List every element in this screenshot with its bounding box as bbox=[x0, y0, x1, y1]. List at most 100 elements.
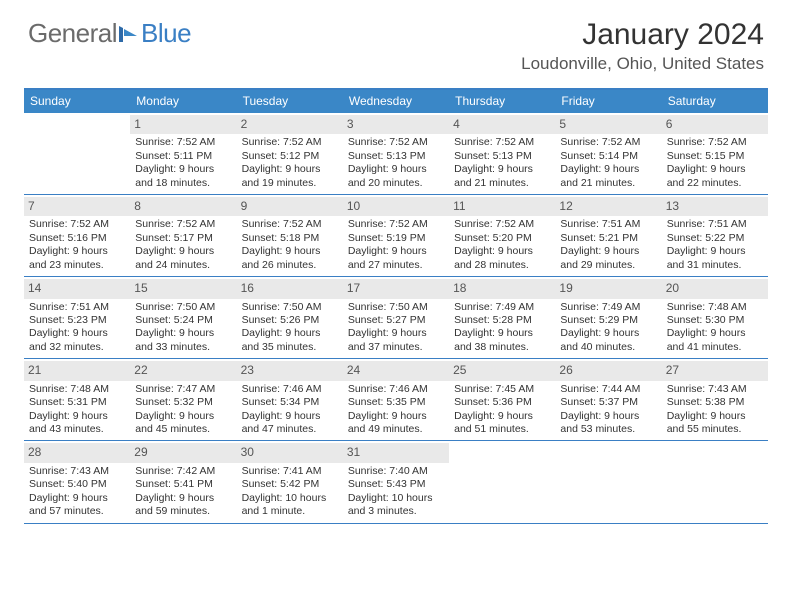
sunset-line: Sunset: 5:32 PM bbox=[135, 396, 232, 409]
weekday-friday: Friday bbox=[555, 90, 661, 113]
day-cell bbox=[24, 113, 130, 194]
weekday-sunday: Sunday bbox=[24, 90, 130, 113]
day-number: 2 bbox=[237, 115, 343, 134]
daylight-line: Daylight: 9 hours and 43 minutes. bbox=[29, 410, 126, 437]
day-number: 3 bbox=[343, 115, 449, 134]
daylight-line: Daylight: 9 hours and 19 minutes. bbox=[242, 163, 339, 190]
day-cell: 21Sunrise: 7:48 AMSunset: 5:31 PMDayligh… bbox=[24, 359, 130, 440]
day-number: 8 bbox=[130, 197, 236, 216]
sunset-line: Sunset: 5:36 PM bbox=[454, 396, 551, 409]
daylight-line: Daylight: 10 hours and 3 minutes. bbox=[348, 492, 445, 519]
week-row: 7Sunrise: 7:52 AMSunset: 5:16 PMDaylight… bbox=[24, 195, 768, 277]
day-number: 1 bbox=[130, 115, 236, 134]
daylight-line: Daylight: 10 hours and 1 minute. bbox=[242, 492, 339, 519]
day-number bbox=[662, 443, 768, 462]
day-number: 17 bbox=[343, 279, 449, 298]
weeks-container: 1Sunrise: 7:52 AMSunset: 5:11 PMDaylight… bbox=[24, 113, 768, 524]
sunrise-line: Sunrise: 7:47 AM bbox=[135, 383, 232, 396]
day-number: 5 bbox=[555, 115, 661, 134]
sunset-line: Sunset: 5:22 PM bbox=[667, 232, 764, 245]
sunrise-line: Sunrise: 7:49 AM bbox=[454, 301, 551, 314]
weekday-tuesday: Tuesday bbox=[237, 90, 343, 113]
sunrise-line: Sunrise: 7:48 AM bbox=[29, 383, 126, 396]
daylight-line: Daylight: 9 hours and 40 minutes. bbox=[560, 327, 657, 354]
weekday-saturday: Saturday bbox=[662, 90, 768, 113]
page-header: General Blue January 2024 Loudonville, O… bbox=[0, 0, 792, 80]
daylight-line: Daylight: 9 hours and 21 minutes. bbox=[454, 163, 551, 190]
day-cell bbox=[555, 441, 661, 522]
weekday-wednesday: Wednesday bbox=[343, 90, 449, 113]
day-number: 14 bbox=[24, 279, 130, 298]
day-number: 10 bbox=[343, 197, 449, 216]
daylight-line: Daylight: 9 hours and 31 minutes. bbox=[667, 245, 764, 272]
day-cell: 12Sunrise: 7:51 AMSunset: 5:21 PMDayligh… bbox=[555, 195, 661, 276]
daylight-line: Daylight: 9 hours and 59 minutes. bbox=[135, 492, 232, 519]
daylight-line: Daylight: 9 hours and 47 minutes. bbox=[242, 410, 339, 437]
calendar-grid: SundayMondayTuesdayWednesdayThursdayFrid… bbox=[24, 88, 768, 524]
daylight-line: Daylight: 9 hours and 49 minutes. bbox=[348, 410, 445, 437]
sunrise-line: Sunrise: 7:51 AM bbox=[29, 301, 126, 314]
day-number: 16 bbox=[237, 279, 343, 298]
day-cell: 2Sunrise: 7:52 AMSunset: 5:12 PMDaylight… bbox=[237, 113, 343, 194]
daylight-line: Daylight: 9 hours and 57 minutes. bbox=[29, 492, 126, 519]
daylight-line: Daylight: 9 hours and 38 minutes. bbox=[454, 327, 551, 354]
brand-part2: Blue bbox=[141, 18, 191, 49]
title-block: January 2024 Loudonville, Ohio, United S… bbox=[521, 18, 764, 74]
sunrise-line: Sunrise: 7:43 AM bbox=[667, 383, 764, 396]
sunset-line: Sunset: 5:13 PM bbox=[348, 150, 445, 163]
sunset-line: Sunset: 5:13 PM bbox=[454, 150, 551, 163]
sunrise-line: Sunrise: 7:50 AM bbox=[348, 301, 445, 314]
day-number: 4 bbox=[449, 115, 555, 134]
location-label: Loudonville, Ohio, United States bbox=[521, 54, 764, 74]
sunrise-line: Sunrise: 7:46 AM bbox=[242, 383, 339, 396]
day-cell: 27Sunrise: 7:43 AMSunset: 5:38 PMDayligh… bbox=[662, 359, 768, 440]
sunset-line: Sunset: 5:26 PM bbox=[242, 314, 339, 327]
daylight-line: Daylight: 9 hours and 27 minutes. bbox=[348, 245, 445, 272]
sunset-line: Sunset: 5:23 PM bbox=[29, 314, 126, 327]
sunset-line: Sunset: 5:34 PM bbox=[242, 396, 339, 409]
sunrise-line: Sunrise: 7:51 AM bbox=[560, 218, 657, 231]
day-cell: 5Sunrise: 7:52 AMSunset: 5:14 PMDaylight… bbox=[555, 113, 661, 194]
sunrise-line: Sunrise: 7:52 AM bbox=[348, 136, 445, 149]
day-cell: 26Sunrise: 7:44 AMSunset: 5:37 PMDayligh… bbox=[555, 359, 661, 440]
sunrise-line: Sunrise: 7:52 AM bbox=[454, 136, 551, 149]
day-cell: 19Sunrise: 7:49 AMSunset: 5:29 PMDayligh… bbox=[555, 277, 661, 358]
daylight-line: Daylight: 9 hours and 35 minutes. bbox=[242, 327, 339, 354]
sunrise-line: Sunrise: 7:52 AM bbox=[135, 136, 232, 149]
sunset-line: Sunset: 5:14 PM bbox=[560, 150, 657, 163]
sunrise-line: Sunrise: 7:46 AM bbox=[348, 383, 445, 396]
sunset-line: Sunset: 5:37 PM bbox=[560, 396, 657, 409]
daylight-line: Daylight: 9 hours and 53 minutes. bbox=[560, 410, 657, 437]
daylight-line: Daylight: 9 hours and 29 minutes. bbox=[560, 245, 657, 272]
sunrise-line: Sunrise: 7:52 AM bbox=[667, 136, 764, 149]
weekday-monday: Monday bbox=[130, 90, 236, 113]
sunset-line: Sunset: 5:20 PM bbox=[454, 232, 551, 245]
sunrise-line: Sunrise: 7:45 AM bbox=[454, 383, 551, 396]
day-cell: 20Sunrise: 7:48 AMSunset: 5:30 PMDayligh… bbox=[662, 277, 768, 358]
day-number: 29 bbox=[130, 443, 236, 462]
daylight-line: Daylight: 9 hours and 55 minutes. bbox=[667, 410, 764, 437]
day-cell: 18Sunrise: 7:49 AMSunset: 5:28 PMDayligh… bbox=[449, 277, 555, 358]
sunset-line: Sunset: 5:11 PM bbox=[135, 150, 232, 163]
sunset-line: Sunset: 5:41 PM bbox=[135, 478, 232, 491]
daylight-line: Daylight: 9 hours and 45 minutes. bbox=[135, 410, 232, 437]
day-cell: 14Sunrise: 7:51 AMSunset: 5:23 PMDayligh… bbox=[24, 277, 130, 358]
sunrise-line: Sunrise: 7:48 AM bbox=[667, 301, 764, 314]
day-cell: 24Sunrise: 7:46 AMSunset: 5:35 PMDayligh… bbox=[343, 359, 449, 440]
week-row: 28Sunrise: 7:43 AMSunset: 5:40 PMDayligh… bbox=[24, 441, 768, 523]
day-cell: 10Sunrise: 7:52 AMSunset: 5:19 PMDayligh… bbox=[343, 195, 449, 276]
sunrise-line: Sunrise: 7:44 AM bbox=[560, 383, 657, 396]
day-cell: 23Sunrise: 7:46 AMSunset: 5:34 PMDayligh… bbox=[237, 359, 343, 440]
day-number: 27 bbox=[662, 361, 768, 380]
day-number: 25 bbox=[449, 361, 555, 380]
day-number: 9 bbox=[237, 197, 343, 216]
sunrise-line: Sunrise: 7:52 AM bbox=[242, 136, 339, 149]
sunset-line: Sunset: 5:18 PM bbox=[242, 232, 339, 245]
day-number bbox=[449, 443, 555, 462]
day-number: 6 bbox=[662, 115, 768, 134]
sunrise-line: Sunrise: 7:50 AM bbox=[242, 301, 339, 314]
day-number bbox=[555, 443, 661, 462]
day-number: 7 bbox=[24, 197, 130, 216]
day-cell bbox=[449, 441, 555, 522]
sunrise-line: Sunrise: 7:43 AM bbox=[29, 465, 126, 478]
